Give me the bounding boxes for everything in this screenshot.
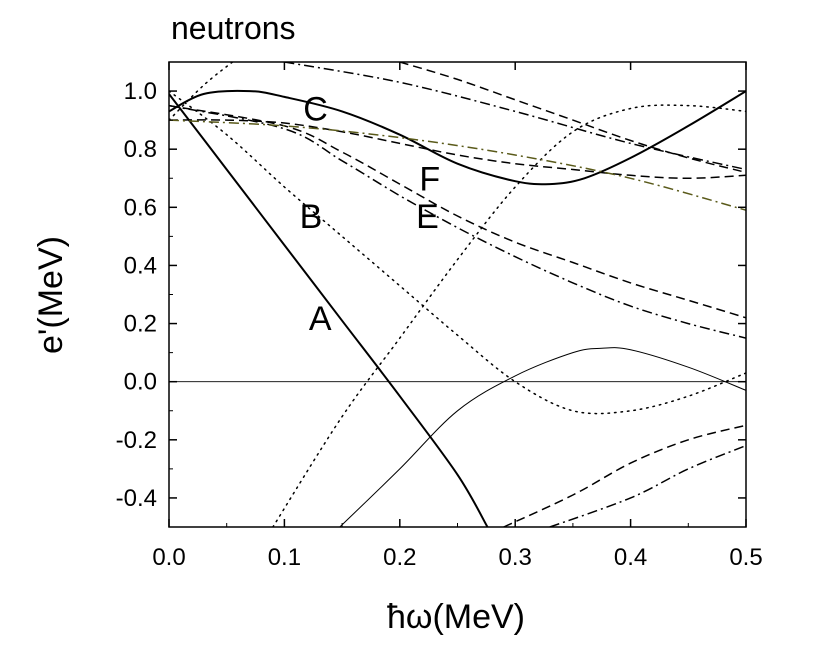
- x-axis-title: ħω(MeV): [387, 598, 525, 636]
- series-line-dash-dot-lower: [549, 444, 746, 527]
- chart-title: neutrons: [171, 10, 296, 46]
- y-tick-label: 1.0: [124, 78, 157, 105]
- y-tick-label: 0.0: [124, 369, 157, 396]
- series-line-dashed-lower: [503, 424, 746, 527]
- branch-label-a: A: [309, 300, 332, 338]
- series-line-dotted-rising: [272, 104, 746, 527]
- series-line-c: [169, 89, 746, 186]
- series-layer: [169, 62, 746, 527]
- y-tick-label: 0.6: [124, 194, 157, 221]
- series-line-thin-solid: [339, 347, 746, 527]
- series-line-dash-dot-f: [169, 119, 746, 211]
- y-tick-label: 0.4: [124, 252, 157, 279]
- series-line-e: [169, 104, 746, 319]
- y-tick-label: -0.4: [116, 485, 157, 512]
- x-tick-label: 0.2: [383, 544, 416, 571]
- y-tick-label: 0.2: [124, 311, 157, 338]
- y-tick-label: -0.2: [116, 427, 157, 454]
- branch-label-c: C: [303, 91, 328, 129]
- annotation-layer: A B C EF: [300, 91, 441, 338]
- series-line-dashed-upper: [399, 62, 746, 174]
- x-tick-label: 0.5: [729, 544, 762, 571]
- y-axis-title: e'(MeV): [32, 236, 70, 354]
- x-tick-label: 0.4: [614, 544, 647, 571]
- series-line-a: [169, 93, 489, 527]
- y-tick-label: 0.8: [124, 136, 157, 163]
- series-line-b: [169, 90, 746, 415]
- series-line-dash-dot-e: [169, 104, 746, 339]
- x-tick-label: 0.3: [499, 544, 532, 571]
- x-tick-label: 0.0: [152, 544, 185, 571]
- series-line-f: [169, 119, 746, 180]
- branch-label-f: F: [419, 160, 440, 198]
- series-line-dotted-steep: [169, 62, 234, 121]
- branch-label-b: B: [300, 198, 323, 236]
- tick-layer: 0.0 0.1 0.2 0.3 0.4 0.5 -0.4 -0.2 0.0 0.2 0.4 0.6 0.…: [116, 61, 763, 571]
- x-tick-label: 0.1: [268, 544, 301, 571]
- series-line-dash-dot-upper: [284, 62, 746, 171]
- plot-frame: [168, 61, 747, 528]
- branch-label-e: E: [416, 198, 439, 236]
